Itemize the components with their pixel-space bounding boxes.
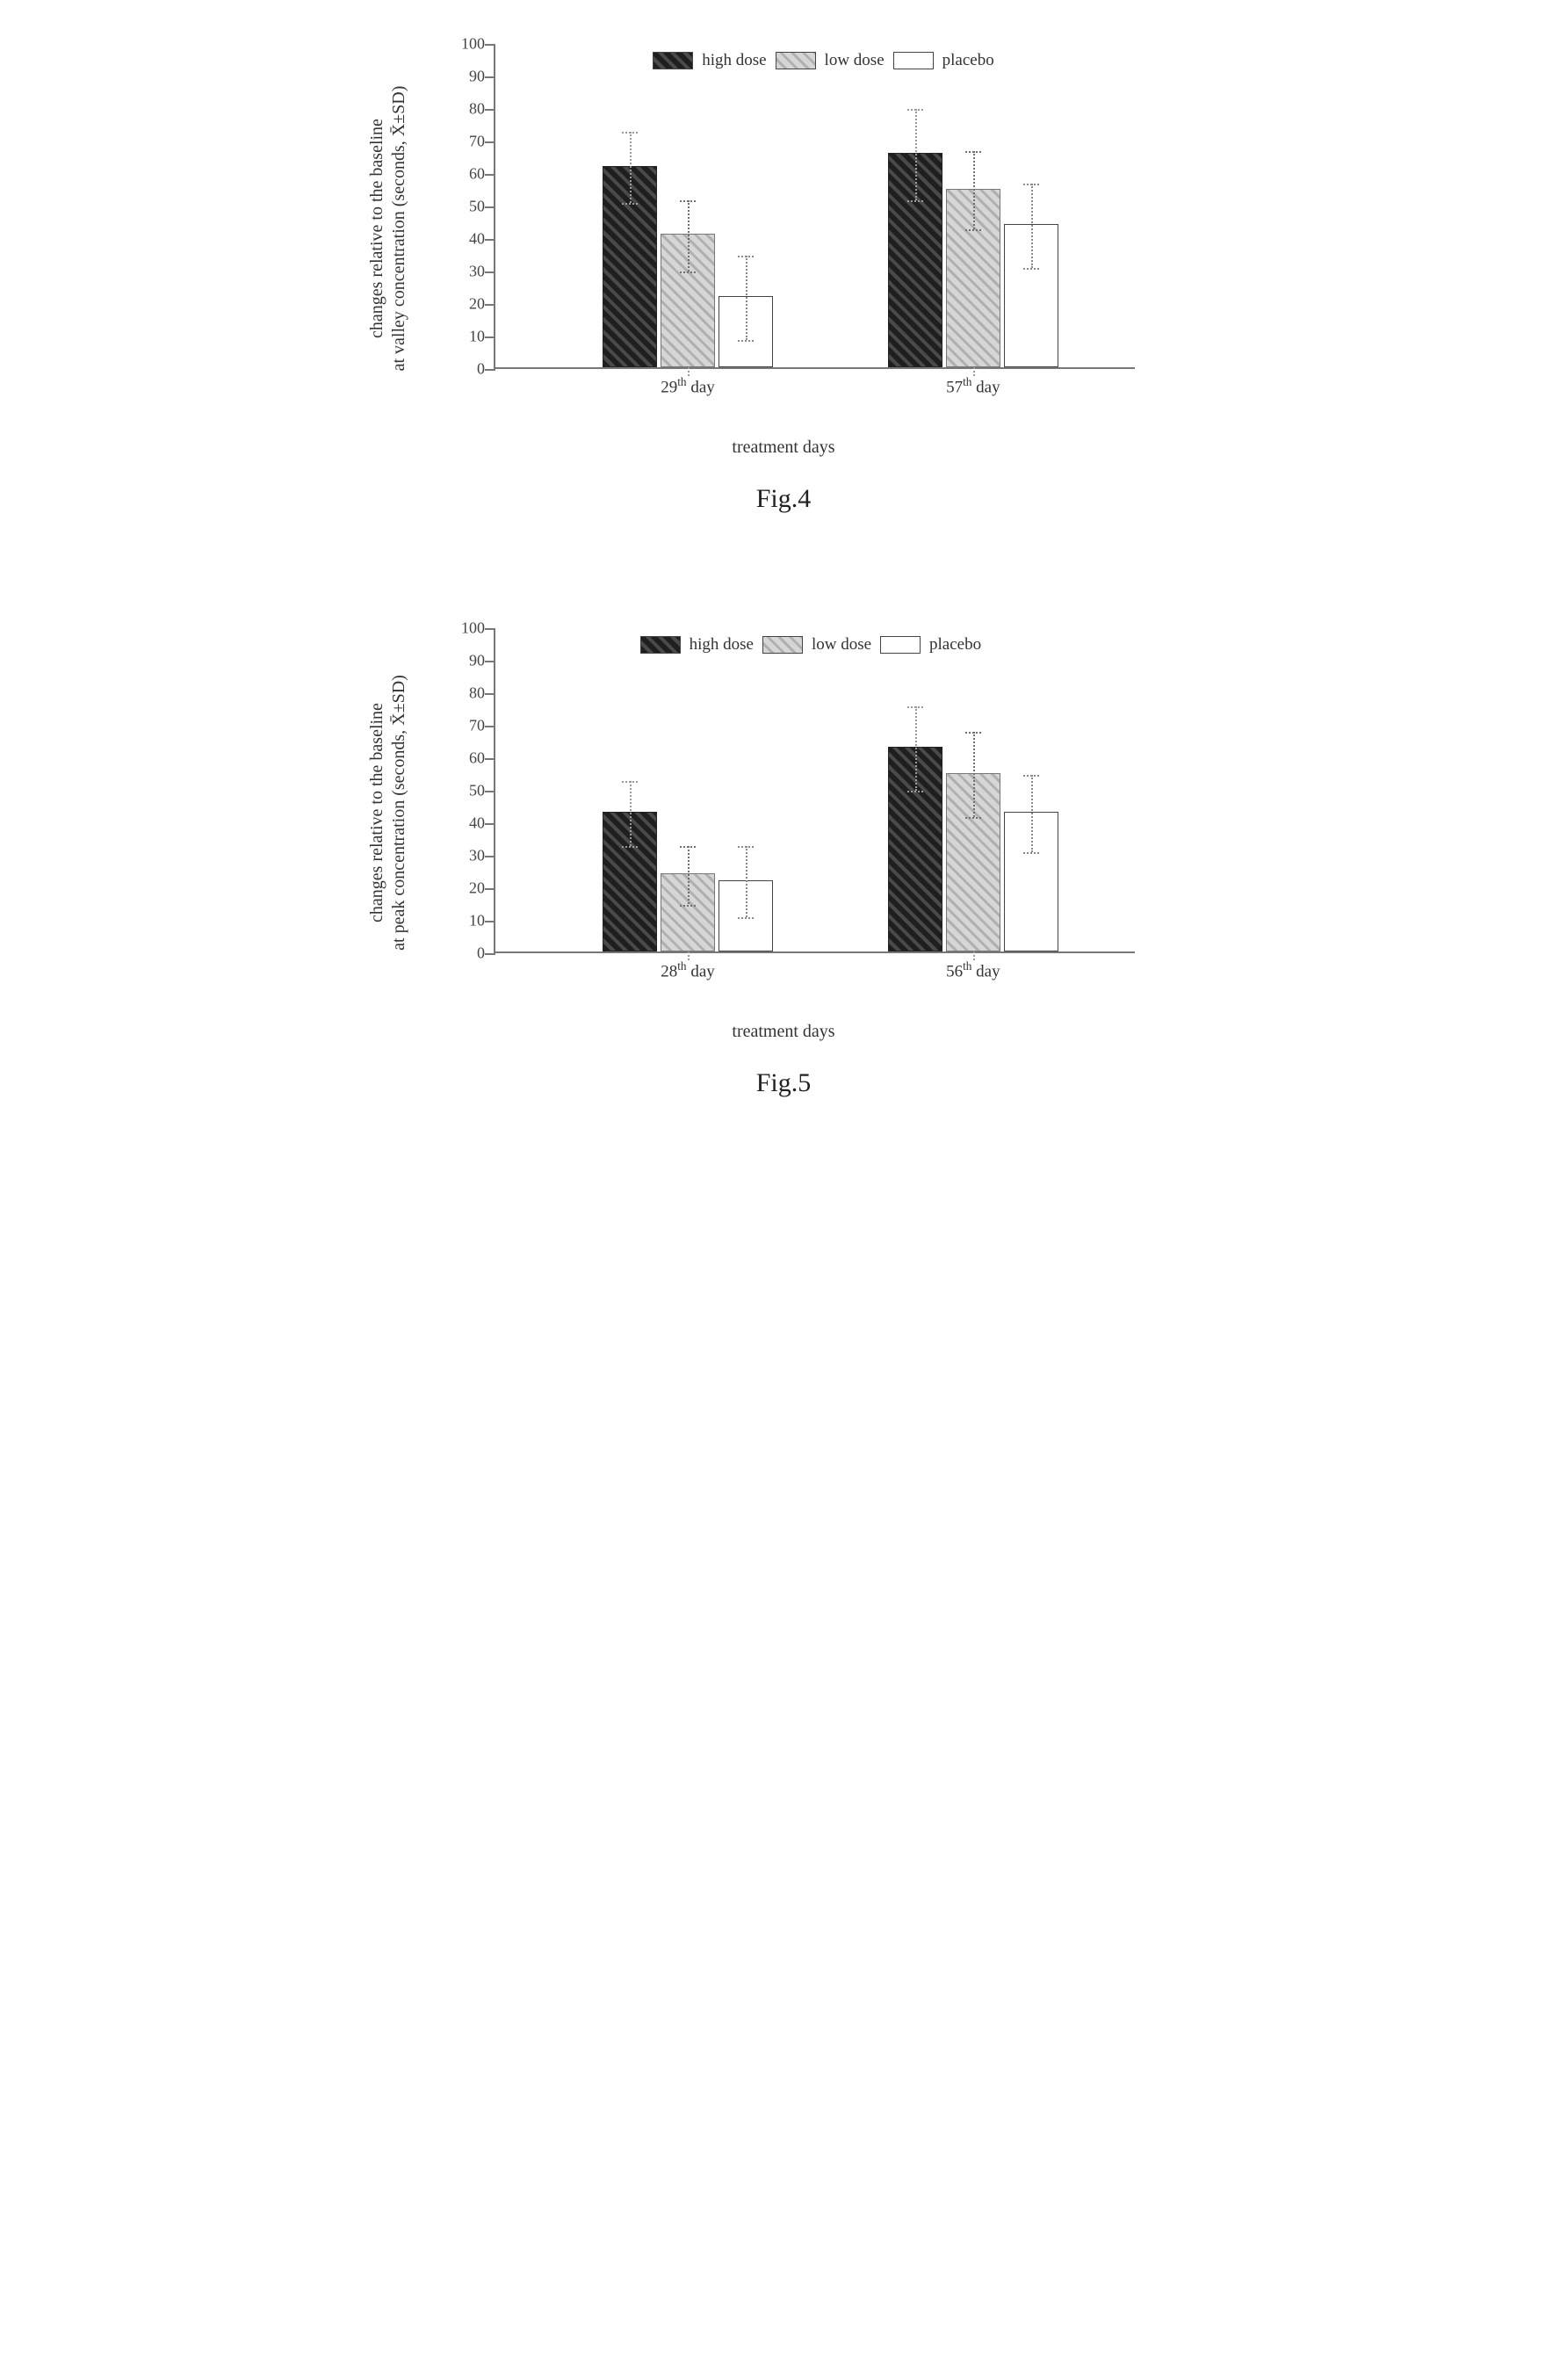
y-tick-label: 30 (451, 847, 485, 865)
legend: high dose low dose placebo (637, 633, 986, 656)
legend-swatch-placebo (880, 636, 921, 654)
y-tick-label: 30 (451, 263, 485, 281)
y-tick-label: 40 (451, 230, 485, 249)
y-tick-label: 100 (451, 35, 485, 54)
fig5-chart: changes relative to the baselineat peak … (423, 619, 1144, 1006)
y-tick-label: 90 (451, 652, 485, 670)
y-tick-label: 0 (451, 360, 485, 379)
y-tick (485, 791, 495, 792)
y-tick (485, 239, 495, 241)
y-tick (485, 109, 495, 111)
y-tick (485, 44, 495, 46)
y-tick-label: 60 (451, 165, 485, 184)
y-tick (485, 271, 495, 273)
y-tick (485, 693, 495, 695)
y-tick (485, 206, 495, 208)
legend-swatch-low (762, 636, 803, 654)
y-tick-label: 70 (451, 717, 485, 735)
plot-area: 010203040506070809010028th day56th dayhi… (494, 628, 1135, 953)
y-tick (485, 726, 495, 727)
legend-swatch-high (653, 52, 693, 69)
x-tick-label: 29th day (661, 375, 715, 397)
y-tick-label: 80 (451, 684, 485, 703)
legend-swatch-low (776, 52, 816, 69)
ylabel-line1: changes relative to the baseline (367, 119, 386, 338)
figure-caption: Fig.5 (388, 1068, 1179, 1098)
y-tick-label: 90 (451, 68, 485, 86)
x-axis-label: treatment days (388, 1022, 1179, 1042)
y-tick-label: 0 (451, 944, 485, 963)
y-tick-label: 70 (451, 133, 485, 151)
ylabel-line1: changes relative to the baseline (367, 703, 386, 922)
y-tick (485, 758, 495, 760)
legend-label: high dose (702, 51, 766, 70)
y-tick (485, 336, 495, 338)
legend: high dose low dose placebo (649, 49, 998, 72)
y-tick (485, 856, 495, 857)
fig5-container: changes relative to the baselineat peak … (388, 619, 1179, 1098)
legend-label: low dose (812, 635, 871, 655)
legend-swatch-placebo (893, 52, 934, 69)
y-tick (485, 76, 495, 78)
y-tick-label: 40 (451, 814, 485, 833)
legend-label: low dose (825, 51, 885, 70)
plot-area: 010203040506070809010029th day57th dayhi… (494, 44, 1135, 369)
x-tick-label: 56th day (946, 959, 1000, 981)
y-axis-label: changes relative to the baselineat peak … (366, 675, 410, 951)
legend-label: placebo (942, 51, 994, 70)
y-tick (485, 921, 495, 922)
y-tick (485, 953, 495, 955)
figure-caption: Fig.4 (388, 484, 1179, 514)
y-tick (485, 661, 495, 662)
y-tick-label: 100 (451, 619, 485, 638)
y-tick-label: 20 (451, 879, 485, 898)
y-tick-label: 20 (451, 295, 485, 314)
y-tick-label: 50 (451, 198, 485, 216)
y-tick (485, 823, 495, 825)
ylabel-line2: at valley concentration (seconds, X̄±SD) (389, 86, 408, 372)
ylabel-line2: at peak concentration (seconds, X̄±SD) (389, 675, 408, 951)
x-tick-label: 28th day (661, 959, 715, 981)
fig4-chart: changes relative to the baselineat valle… (423, 35, 1144, 422)
x-axis-label: treatment days (388, 438, 1179, 458)
y-tick-label: 10 (451, 328, 485, 346)
x-tick-label: 57th day (946, 375, 1000, 397)
y-tick (485, 304, 495, 306)
y-tick (485, 369, 495, 371)
legend-label: placebo (929, 635, 981, 655)
y-tick (485, 628, 495, 630)
y-tick (485, 174, 495, 176)
legend-swatch-high (640, 636, 681, 654)
y-tick (485, 141, 495, 143)
y-tick (485, 888, 495, 890)
y-tick-label: 60 (451, 749, 485, 768)
y-tick-label: 80 (451, 100, 485, 119)
y-tick-label: 10 (451, 912, 485, 930)
y-tick-label: 50 (451, 782, 485, 800)
fig4-container: changes relative to the baselineat valle… (388, 35, 1179, 514)
legend-label: high dose (690, 635, 754, 655)
y-axis-label: changes relative to the baselineat valle… (366, 86, 410, 372)
